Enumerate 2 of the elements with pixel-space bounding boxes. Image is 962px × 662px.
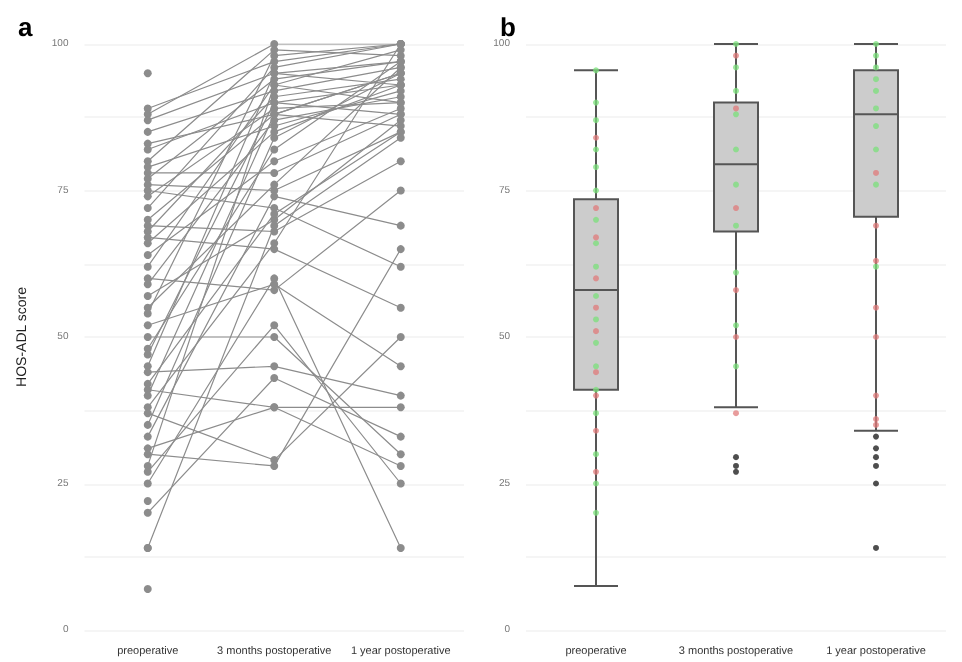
chart-title: b bbox=[500, 12, 516, 42]
chart-title: a bbox=[18, 12, 34, 42]
